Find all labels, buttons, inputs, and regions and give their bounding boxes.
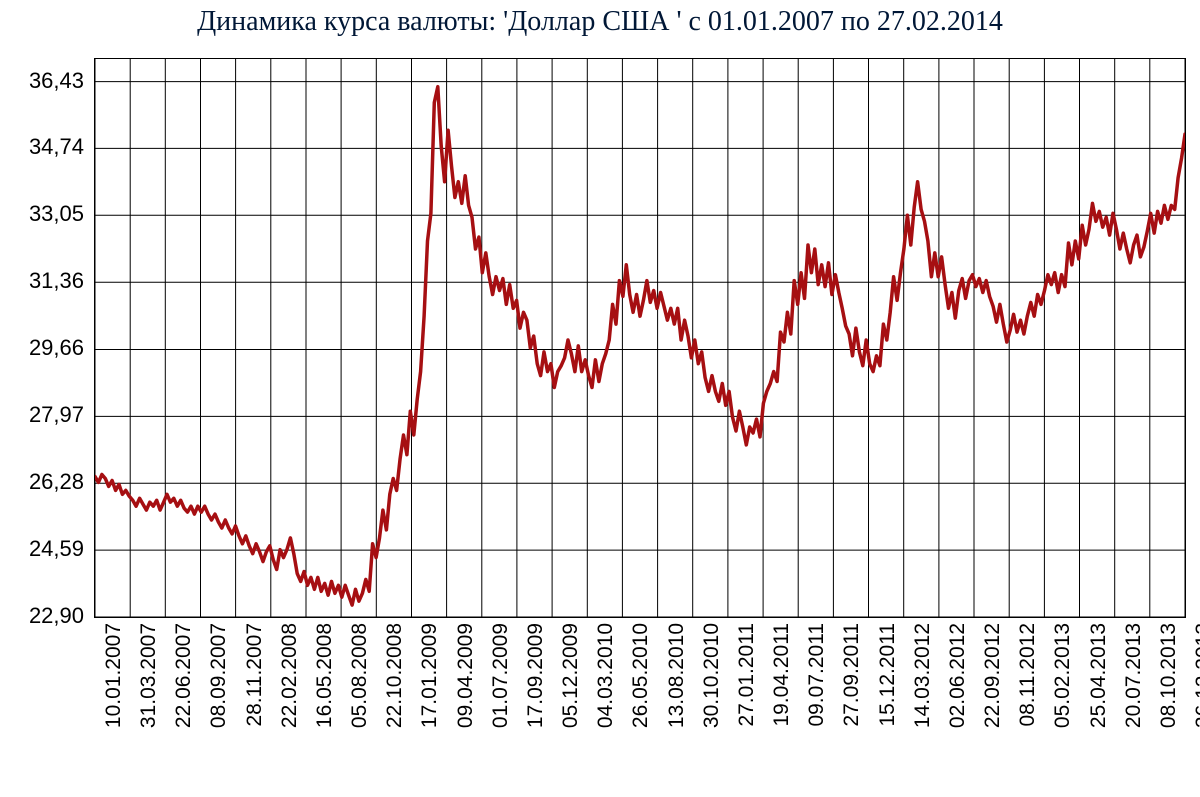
y-tick-label: 31,36 xyxy=(29,268,84,294)
x-tick-label: 27.09.2011 xyxy=(840,623,864,727)
x-tick-label: 22.09.2012 xyxy=(981,623,1005,728)
x-axis-labels: 10.01.2007 31.03.2007 22.06.2007 08.09.2007… xyxy=(94,623,1186,793)
plot-area xyxy=(94,58,1186,618)
y-tick-label: 27,97 xyxy=(29,402,84,428)
x-tick-label: 09.04.2009 xyxy=(454,623,478,728)
x-tick-label: 16.05.2008 xyxy=(313,623,337,728)
y-axis-labels: 22,90 24,59 26,28 27,97 29,66 31,36 33,05 34,74… xyxy=(14,58,90,668)
x-tick-label: 14.03.2012 xyxy=(911,623,935,728)
x-tick-label: 04.03.2010 xyxy=(594,623,618,728)
x-tick-label: 22.06.2007 xyxy=(172,623,196,728)
y-tick-label: 22,90 xyxy=(29,603,84,629)
x-tick-label: 26.05.2010 xyxy=(629,623,653,728)
x-tick-label: 05.08.2008 xyxy=(348,623,372,728)
x-tick-label: 08.11.2012 xyxy=(1016,623,1040,727)
y-tick-label: 34,74 xyxy=(29,134,84,160)
x-tick-label: 15.12.2011 xyxy=(876,623,900,727)
x-tick-label: 17.09.2009 xyxy=(524,623,548,728)
y-tick-label: 29,66 xyxy=(29,335,84,361)
chart-title: Динамика курса валюты: 'Доллар США ' с 0… xyxy=(0,6,1200,38)
x-tick-label: 22.02.2008 xyxy=(278,623,302,728)
x-tick-label: 30.10.2010 xyxy=(700,623,724,728)
x-tick-label: 19.04.2011 xyxy=(770,623,794,727)
y-tick-label: 36,43 xyxy=(29,68,84,94)
x-tick-label: 25.04.2013 xyxy=(1087,623,1111,728)
x-tick-label: 13.08.2010 xyxy=(665,623,689,728)
chart-page: Динамика курса валюты: 'Доллар США ' с 0… xyxy=(0,0,1200,797)
x-tick-label: 05.02.2013 xyxy=(1051,623,1075,728)
plot-area-wrap: 22,90 24,59 26,28 27,97 29,66 31,36 33,05 34,74… xyxy=(14,58,1186,668)
x-tick-label: 10.01.2007 xyxy=(102,623,126,728)
x-tick-label: 02.06.2012 xyxy=(946,623,970,728)
x-tick-label: 08.10.2013 xyxy=(1157,623,1181,728)
x-tick-label: 28.11.2007 xyxy=(243,623,267,727)
x-tick-label: 26.12.2013 xyxy=(1192,623,1200,728)
x-tick-label: 22.10.2008 xyxy=(383,623,407,728)
x-tick-label: 20.07.2013 xyxy=(1122,623,1146,728)
x-tick-label: 27.01.2011 xyxy=(735,623,759,727)
x-tick-label: 08.09.2007 xyxy=(207,623,231,728)
x-tick-label: 17.01.2009 xyxy=(418,623,442,728)
x-tick-label: 31.03.2007 xyxy=(137,623,161,728)
x-tick-label: 01.07.2009 xyxy=(489,623,513,728)
y-tick-label: 26,28 xyxy=(29,469,84,495)
x-tick-label: 09.07.2011 xyxy=(805,623,829,727)
y-tick-label: 24,59 xyxy=(29,536,84,562)
x-tick-label: 05.12.2009 xyxy=(559,623,583,728)
line-svg xyxy=(95,59,1185,617)
y-tick-label: 33,05 xyxy=(29,201,84,227)
